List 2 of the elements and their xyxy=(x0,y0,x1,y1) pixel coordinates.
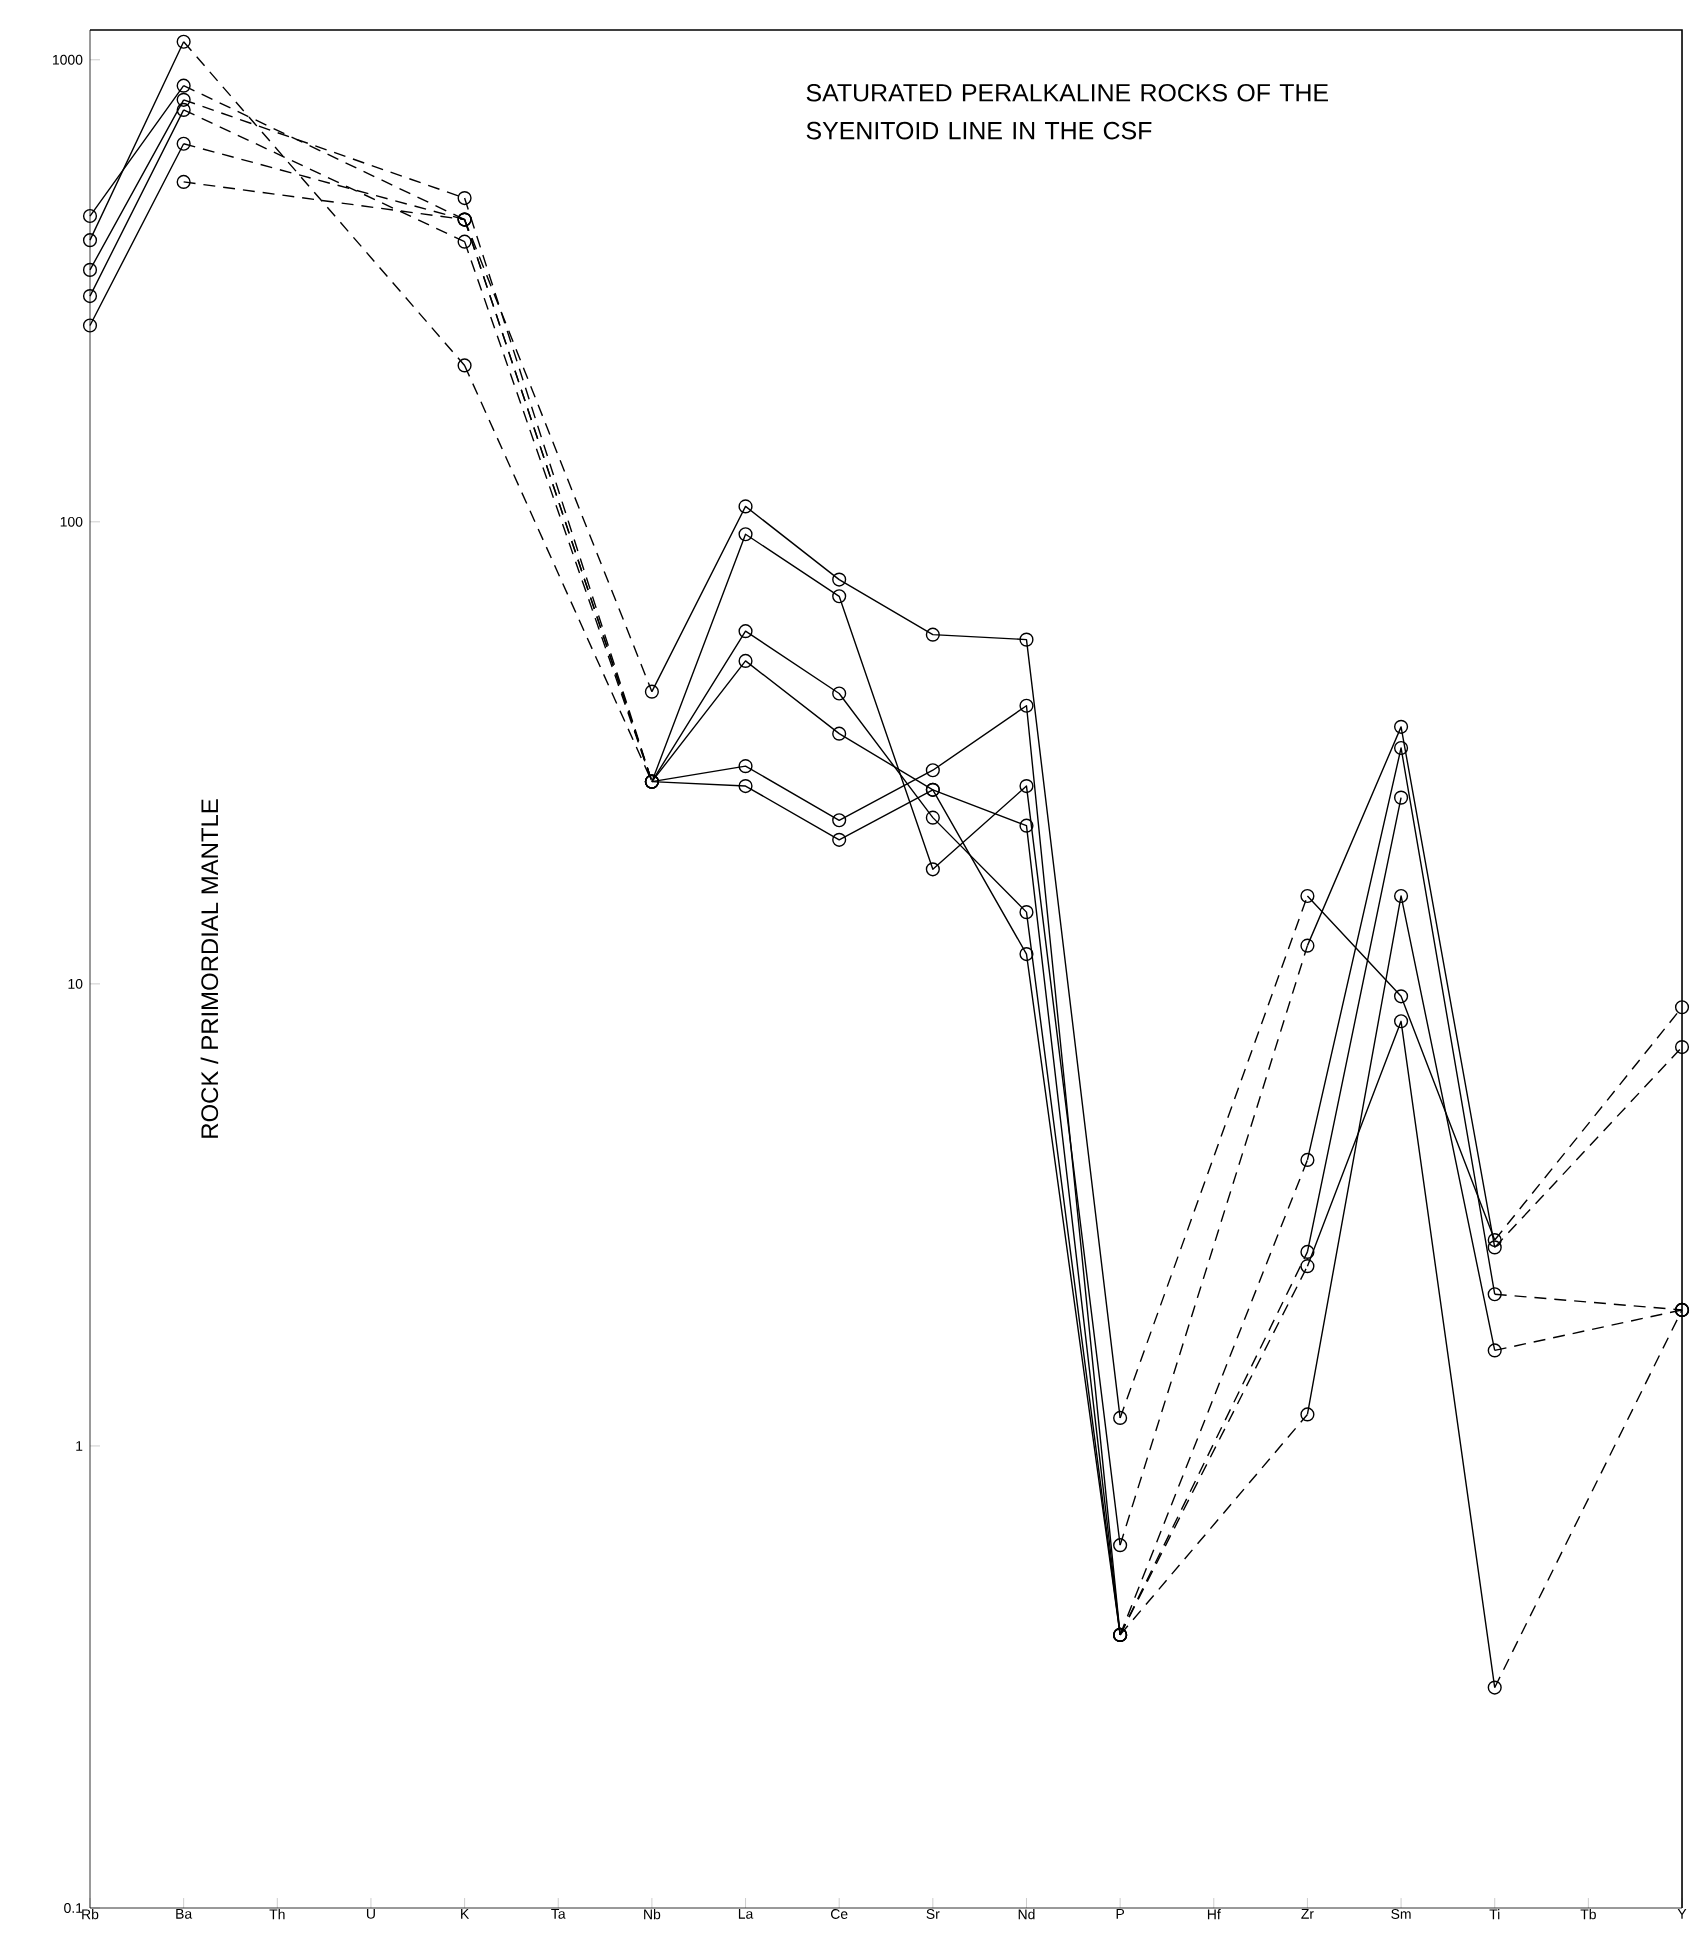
text: SATURATED PERALKALINE ROCKS OF THE SYENITOID LINE IN THE CSF xyxy=(806,83,1328,140)
y-axis-title: ROCK / PRIMORDIAL MANTLE xyxy=(200,799,219,1138)
